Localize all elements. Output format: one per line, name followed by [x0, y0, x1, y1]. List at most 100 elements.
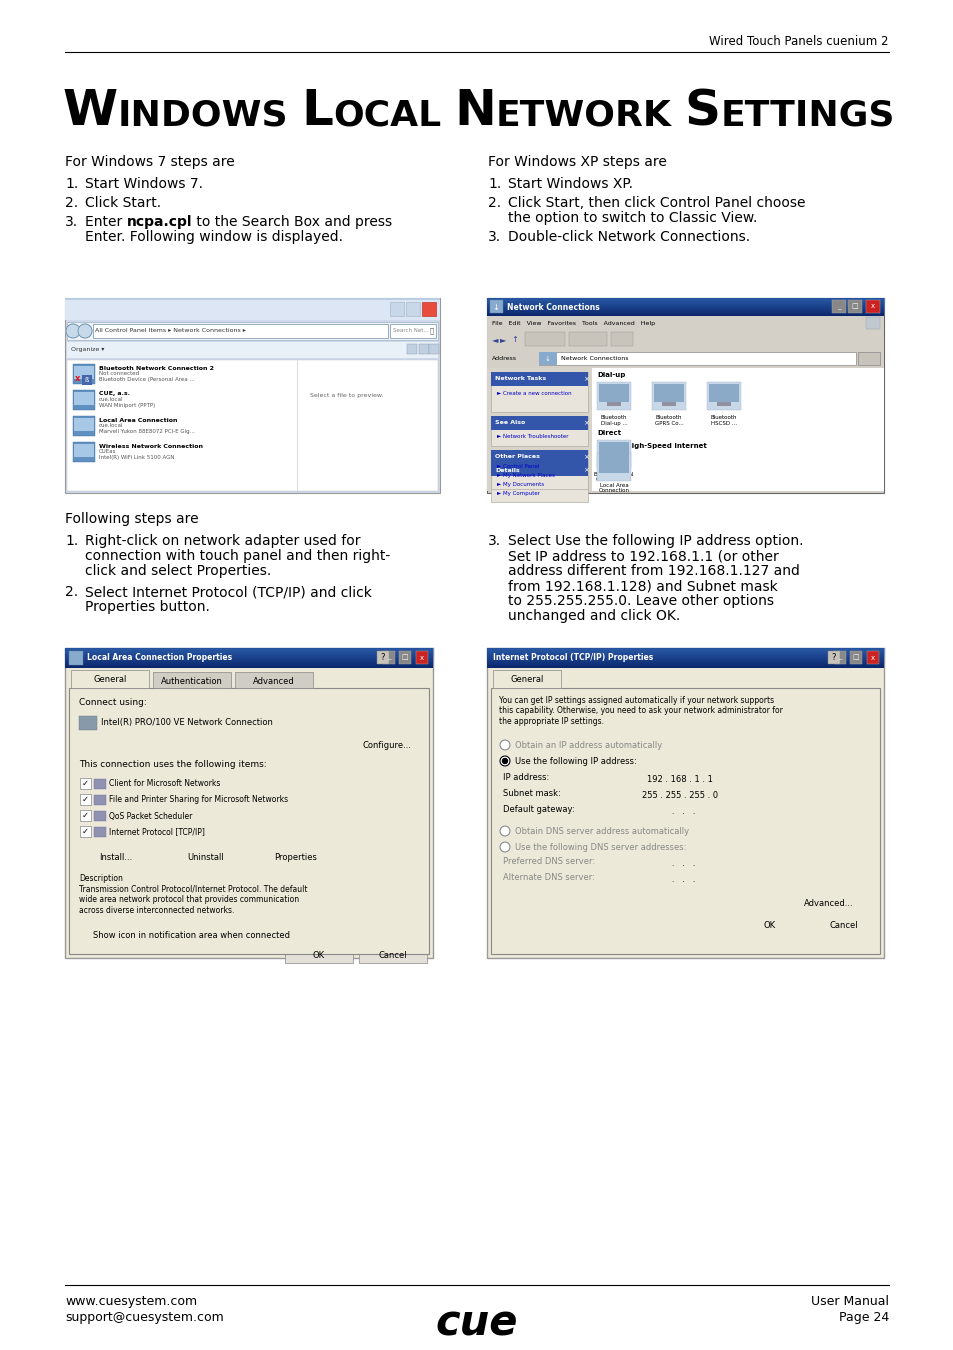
FancyBboxPatch shape — [491, 688, 879, 954]
Circle shape — [499, 842, 510, 852]
FancyBboxPatch shape — [80, 794, 91, 805]
FancyBboxPatch shape — [421, 302, 436, 316]
Circle shape — [502, 759, 507, 764]
FancyBboxPatch shape — [486, 648, 883, 958]
Text: N: N — [454, 86, 496, 135]
Text: ► Control Panel: ► Control Panel — [497, 464, 538, 468]
Text: ↓: ↓ — [492, 302, 499, 312]
Text: 2.: 2. — [65, 585, 78, 599]
FancyBboxPatch shape — [831, 300, 845, 313]
FancyBboxPatch shape — [486, 329, 883, 350]
FancyBboxPatch shape — [256, 850, 335, 865]
FancyBboxPatch shape — [597, 382, 630, 410]
Text: Start Windows XP.: Start Windows XP. — [507, 177, 633, 190]
FancyBboxPatch shape — [73, 364, 95, 383]
Text: ✓: ✓ — [82, 779, 89, 788]
FancyBboxPatch shape — [77, 774, 416, 842]
FancyBboxPatch shape — [80, 810, 91, 821]
Text: Following steps are: Following steps are — [65, 512, 198, 526]
Text: unchanged and click OK.: unchanged and click OK. — [507, 609, 679, 622]
FancyBboxPatch shape — [538, 352, 557, 365]
Text: Bluetooth: Bluetooth — [710, 414, 737, 420]
Text: Use the following DNS server addresses:: Use the following DNS server addresses: — [515, 842, 685, 852]
Text: Uninstall: Uninstall — [188, 853, 224, 863]
FancyBboxPatch shape — [491, 463, 587, 489]
FancyBboxPatch shape — [94, 795, 106, 805]
Text: Transmission Control Protocol/Internet Protocol. The default
wide area network p: Transmission Control Protocol/Internet P… — [79, 886, 307, 915]
FancyBboxPatch shape — [398, 651, 411, 664]
Text: Configure...: Configure... — [362, 741, 411, 751]
Text: _: _ — [387, 655, 391, 660]
Text: 192 . 168 . 1 . 1: 192 . 168 . 1 . 1 — [646, 775, 712, 783]
Text: Set IP address to 192.168.1.1 (or other: Set IP address to 192.168.1.1 (or other — [507, 549, 778, 563]
Text: Local Area: Local Area — [599, 483, 628, 487]
Text: ► Create a new connection: ► Create a new connection — [497, 392, 571, 396]
Circle shape — [66, 324, 80, 338]
FancyBboxPatch shape — [406, 302, 419, 316]
Text: File and Printer Sharing for Microsoft Networks: File and Printer Sharing for Microsoft N… — [109, 795, 288, 805]
Text: Obtain an IP address automatically: Obtain an IP address automatically — [515, 741, 661, 749]
Text: This connection uses the following items:: This connection uses the following items… — [79, 760, 266, 770]
FancyBboxPatch shape — [787, 896, 869, 911]
Text: Dial-up: Dial-up — [597, 373, 625, 378]
FancyBboxPatch shape — [735, 918, 803, 933]
Text: IP address:: IP address: — [502, 772, 549, 782]
FancyBboxPatch shape — [490, 300, 502, 313]
FancyBboxPatch shape — [598, 383, 628, 402]
Text: Details: Details — [495, 467, 519, 472]
Text: to 255.255.255.0. Leave other options: to 255.255.255.0. Leave other options — [507, 594, 773, 608]
FancyBboxPatch shape — [833, 651, 845, 664]
Text: ?: ? — [831, 653, 836, 662]
FancyBboxPatch shape — [491, 373, 587, 412]
Text: For Windows XP steps are: For Windows XP steps are — [488, 155, 666, 169]
Text: x: x — [870, 304, 874, 309]
FancyBboxPatch shape — [486, 298, 883, 316]
FancyBboxPatch shape — [491, 450, 587, 502]
Text: Not connected: Not connected — [99, 371, 139, 377]
FancyBboxPatch shape — [77, 850, 154, 865]
Text: Advanced...: Advanced... — [803, 899, 853, 909]
Text: Other Places: Other Places — [495, 455, 539, 459]
Text: Preferred DNS server:: Preferred DNS server: — [502, 856, 595, 865]
Text: Local Area Connection Properties: Local Area Connection Properties — [87, 653, 232, 663]
FancyBboxPatch shape — [73, 416, 95, 436]
Circle shape — [499, 756, 510, 765]
Text: ✓: ✓ — [82, 795, 89, 805]
FancyBboxPatch shape — [615, 872, 744, 886]
FancyBboxPatch shape — [486, 648, 883, 668]
Text: Search Net...: Search Net... — [393, 328, 428, 333]
Text: Network Connections: Network Connections — [506, 302, 599, 312]
FancyBboxPatch shape — [849, 651, 862, 664]
Text: Cancel: Cancel — [378, 950, 407, 960]
FancyBboxPatch shape — [69, 688, 429, 954]
Text: _: _ — [838, 655, 841, 660]
FancyBboxPatch shape — [429, 344, 438, 354]
Text: Network Connections: Network Connections — [560, 356, 628, 362]
Text: click and select Properties.: click and select Properties. — [85, 564, 271, 578]
FancyBboxPatch shape — [538, 352, 855, 365]
FancyBboxPatch shape — [77, 872, 416, 922]
Text: .   .   .: . . . — [663, 859, 695, 868]
Text: L: L — [301, 86, 333, 135]
Text: Obtain DNS server address automatically: Obtain DNS server address automatically — [515, 826, 688, 836]
FancyBboxPatch shape — [615, 856, 744, 869]
Text: 2.: 2. — [488, 196, 500, 211]
FancyBboxPatch shape — [606, 402, 620, 406]
FancyBboxPatch shape — [73, 441, 95, 462]
FancyBboxPatch shape — [358, 948, 427, 963]
Text: the option to switch to Classic View.: the option to switch to Classic View. — [507, 211, 757, 225]
FancyBboxPatch shape — [167, 850, 245, 865]
Text: ◄: ◄ — [491, 336, 497, 344]
Text: Properties button.: Properties button. — [85, 599, 210, 614]
Text: Double-click Network Connections.: Double-click Network Connections. — [507, 230, 749, 244]
Text: You can get IP settings assigned automatically if your network supports
this cap: You can get IP settings assigned automat… — [498, 697, 782, 726]
FancyBboxPatch shape — [416, 651, 428, 664]
Text: S: S — [683, 86, 720, 135]
Text: ncpa.cpl: ncpa.cpl — [127, 215, 192, 230]
FancyBboxPatch shape — [827, 651, 840, 664]
FancyBboxPatch shape — [615, 788, 744, 802]
Text: ► My Network Places: ► My Network Places — [497, 472, 555, 478]
FancyBboxPatch shape — [615, 805, 744, 818]
Text: support@cuesystem.com: support@cuesystem.com — [65, 1311, 224, 1324]
Text: ×: × — [582, 420, 588, 427]
